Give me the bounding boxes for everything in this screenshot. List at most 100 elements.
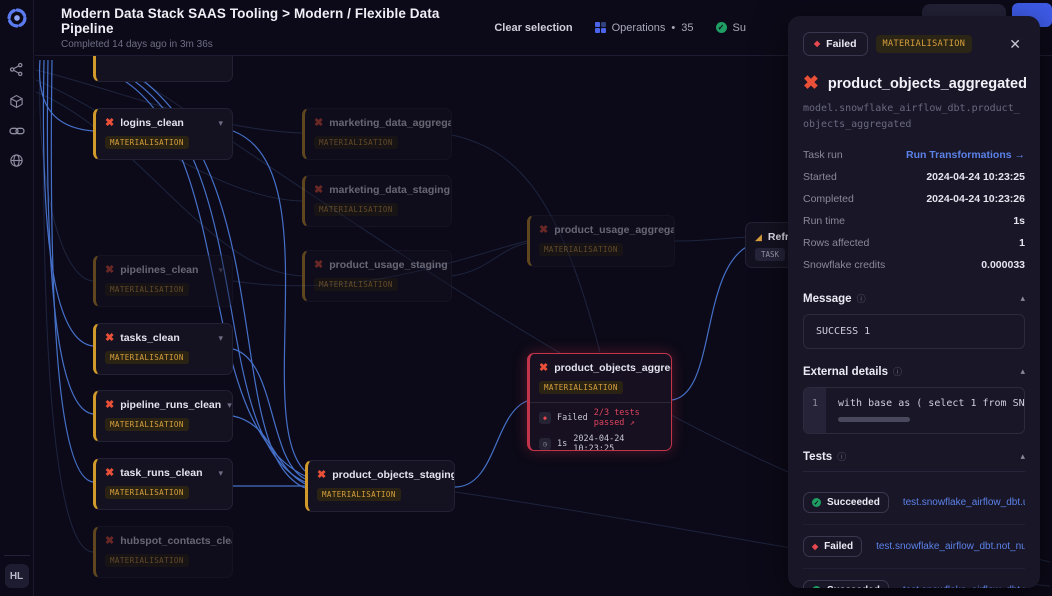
node-name: marketing_data_staging — [329, 184, 451, 196]
chevron-down-icon[interactable]: ▾ — [227, 399, 232, 410]
detail-value: 2024-04-24 10:23:25 — [926, 171, 1025, 183]
dag-node-marketing-data-staging[interactable]: ✖ marketing_data_staging ▾ MATERIALISATI… — [302, 175, 452, 227]
dag-node-marketing-data-aggregated[interactable]: ✖ marketing_data_aggregated ▾ MATERIALIS… — [302, 108, 452, 160]
detail-label: Completed — [803, 193, 854, 205]
materialisation-badge: MATERIALISATION — [105, 283, 189, 296]
close-icon[interactable]: ✕ — [1009, 35, 1021, 52]
run-transformations-link[interactable]: Run Transformations → — [905, 149, 1025, 161]
info-icon[interactable]: ⓘ — [856, 294, 866, 304]
succeeded-legend: ✓ Su — [715, 21, 746, 34]
dbt-icon: ✖ — [539, 361, 549, 374]
detail-row-task-run: Task run Run Transformations → — [803, 144, 1025, 166]
detail-value: 1s — [1013, 215, 1025, 227]
test-link[interactable]: test.snowflake_airflow_dbt.not_null_pr — [876, 541, 1025, 552]
dbt-icon: ✖ — [105, 398, 115, 411]
dag-node-pipeline-runs-clean[interactable]: ✖ pipeline_runs_clean ▾ MATERIALISATION — [93, 390, 233, 442]
materialisation-badge: MATERIALISATION — [314, 278, 398, 291]
dag-node-product-objects-aggregated-selected[interactable]: ✖ product_objects_aggregated ▴ MATERIALI… — [527, 353, 672, 451]
dbt-icon: ✖ — [314, 258, 324, 271]
operations-count: 35 — [681, 21, 694, 34]
user-avatar[interactable]: HL — [4, 564, 29, 588]
globe-icon[interactable] — [9, 153, 24, 168]
check-circle-icon: ✓ — [812, 498, 821, 507]
task-badge: TASK — [755, 248, 786, 261]
integrations-cube-icon[interactable] — [9, 94, 24, 109]
dag-node-product-objects-staging[interactable]: ✖ product_objects_staging ▾ MATERIALISAT… — [305, 460, 455, 512]
test-status-badge: ✓ Succeeded — [803, 492, 889, 513]
dag-node-hubspot-contacts-clean[interactable]: ✖ hubspot_contacts_clean ▾ MATERIALISATI… — [93, 526, 233, 578]
materialisation-badge: MATERIALISATION — [105, 351, 189, 364]
collapse-icon[interactable]: ▴ — [1020, 293, 1025, 303]
sql-code-block: 1 with base as ( select 1 from SNOWFLAKE — [803, 387, 1025, 434]
app-sidebar: HL — [0, 0, 34, 596]
dag-node-tasks-clean[interactable]: ✖ tasks_clean ▾ MATERIALISATION — [93, 323, 233, 375]
detail-label: Rows affected — [803, 237, 870, 249]
sql-code: with base as ( select 1 from SNOWFLAKE — [838, 398, 1024, 409]
test-link[interactable]: test.snowflake_airflow_dbt.not_null_pr — [903, 585, 1025, 588]
node-timestamp: 2024-04-24 10:23:25 — [573, 434, 625, 451]
chevron-down-icon[interactable]: ▾ — [218, 467, 223, 478]
dag-node-task-runs-clean[interactable]: ✖ task_runs_clean ▾ MATERIALISATION — [93, 458, 233, 510]
test-row: ◆ Failed test.snowflake_airflow_dbt.not_… — [803, 525, 1025, 569]
detail-label: Snowflake credits — [803, 259, 886, 271]
node-name: pipelines_clean — [120, 264, 199, 276]
succeeded-label: Su — [732, 21, 746, 34]
detail-value: 2024-04-24 10:23:26 — [926, 193, 1025, 205]
detail-label: Started — [803, 171, 837, 183]
panel-title: product_objects_aggregated — [827, 75, 1027, 92]
node-name: pipeline_runs_clean — [120, 399, 222, 411]
dag-node-product-usage-staging[interactable]: ✖ product_usage_staging ▾ MATERIALISATIO… — [302, 250, 452, 302]
section-title: External details — [803, 365, 889, 378]
info-icon[interactable]: ⓘ — [837, 452, 847, 462]
dbt-icon: ✖ — [317, 468, 327, 481]
connections-link-icon[interactable] — [8, 126, 25, 136]
materialisation-badge: MATERIALISATION — [317, 488, 401, 501]
section-title: Tests — [803, 450, 833, 463]
dbt-icon: ✖ — [539, 223, 549, 236]
detail-rows: Task run Run Transformations → Started 2… — [803, 144, 1025, 276]
materialisation-badge: MATERIALISATION — [105, 418, 189, 431]
run-status-subtitle: Completed 14 days ago in 3m 36s — [61, 38, 213, 50]
node-name: product_objects_staging — [332, 469, 455, 481]
detail-row-started: Started 2024-04-24 10:23:25 — [803, 166, 1025, 188]
node-name: product_usage_aggregated — [554, 224, 675, 236]
detail-label: Run time — [803, 215, 846, 227]
node-name: tasks_clean — [120, 332, 180, 344]
task-type-icon: ◢ — [755, 231, 762, 242]
clear-selection-button[interactable]: Clear selection — [494, 21, 573, 34]
info-icon[interactable]: ⓘ — [893, 367, 903, 377]
detail-row-snowflake-credits: Snowflake credits 0.000033 — [803, 254, 1025, 276]
test-status-badge: ✓ Succeeded — [803, 580, 889, 588]
chevron-down-icon[interactable]: ▾ — [218, 264, 223, 275]
chevron-down-icon[interactable]: ▾ — [218, 117, 223, 128]
node-name: marketing_data_aggregated — [329, 117, 451, 129]
collapse-icon[interactable]: ▴ — [1020, 451, 1025, 461]
node-divider — [530, 402, 671, 403]
app-logo-icon[interactable] — [6, 8, 27, 28]
materialisation-badge: MATERIALISATION — [314, 203, 398, 216]
materialisation-badge: MATERIALISATION — [314, 136, 398, 149]
external-details-section-header: External details ⓘ ▴ — [803, 365, 1025, 378]
collapse-icon[interactable]: ▴ — [1020, 366, 1025, 376]
details-panel: ◆ Failed MATERIALISATION ✕ ✖ product_obj… — [788, 16, 1040, 588]
dbt-icon: ✖ — [105, 534, 115, 547]
detail-row-completed: Completed 2024-04-24 10:23:26 — [803, 188, 1025, 210]
dag-node-product-usage-aggregated[interactable]: ✖ product_usage_aggregated ▾ MATERIALISA… — [527, 215, 675, 267]
node-status-label: Failed — [557, 413, 588, 423]
horizontal-scrollbar[interactable] — [838, 417, 910, 422]
message-content: SUCCESS 1 — [803, 314, 1025, 349]
detail-row-rows-affected: Rows affected 1 — [803, 232, 1025, 254]
materialisation-badge: MATERIALISATION — [539, 381, 623, 394]
dag-node-pipelines-clean[interactable]: ✖ pipelines_clean ▾ MATERIALISATION — [93, 255, 233, 307]
node-name: hubspot_contacts_clean — [120, 535, 233, 547]
chevron-down-icon[interactable]: ▾ — [218, 332, 223, 343]
operations-label: Operations — [611, 21, 666, 34]
tests-summary-link[interactable]: 2/3 tests passed ↗ — [593, 408, 640, 428]
operations-grid-icon — [594, 22, 606, 33]
detail-value: 1 — [1019, 237, 1025, 249]
pipeline-graph-icon[interactable] — [9, 62, 24, 77]
test-link[interactable]: test.snowflake_airflow_dbt.unique_pro — [902, 497, 1025, 508]
check-circle-icon: ✓ — [715, 22, 727, 33]
dag-node-logins-clean[interactable]: ✖ logins_clean ▾ MATERIALISATION — [93, 108, 233, 160]
